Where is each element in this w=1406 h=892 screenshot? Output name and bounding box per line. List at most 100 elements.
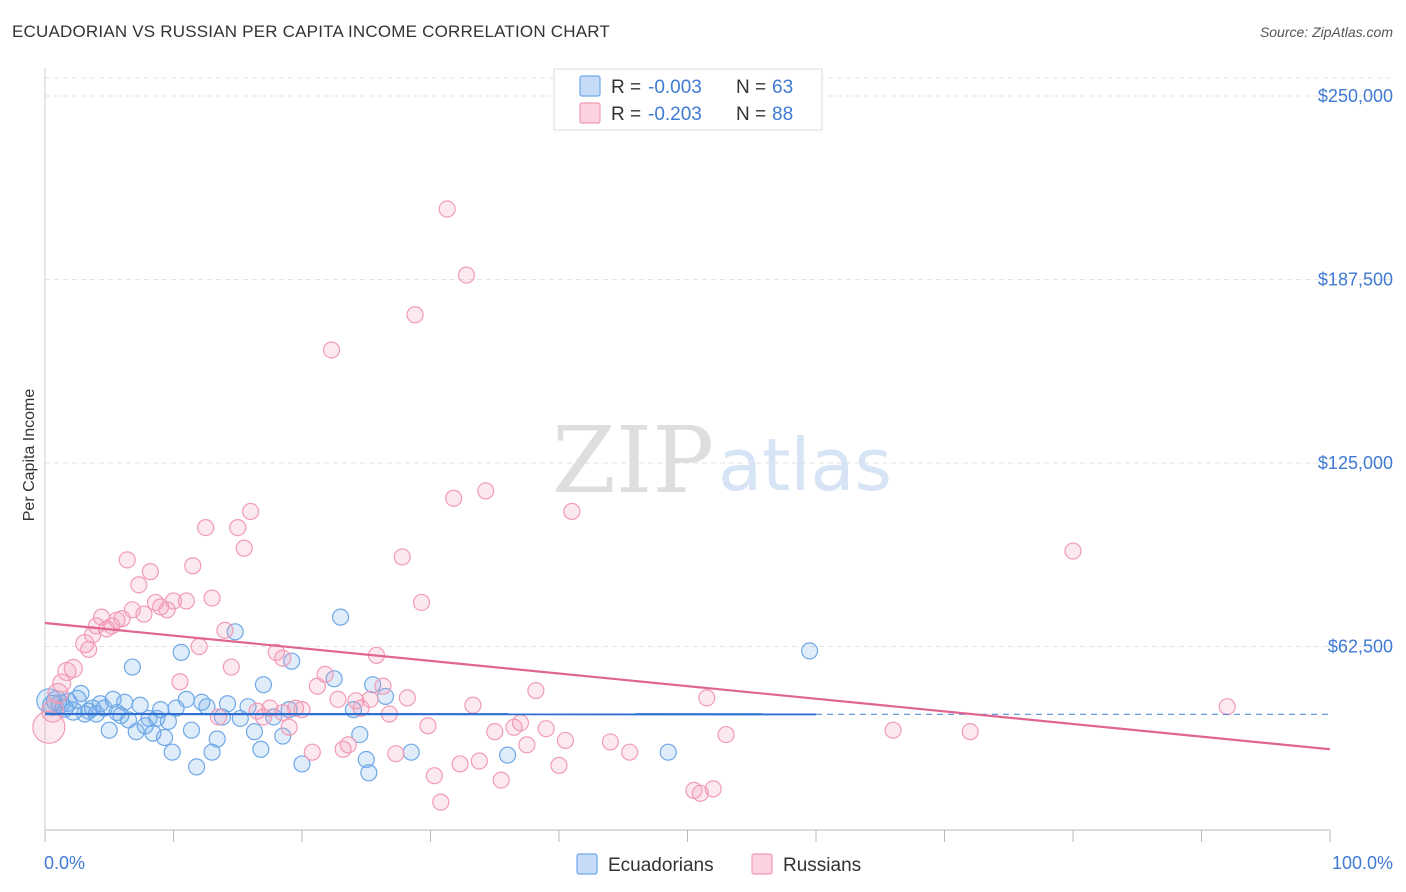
bottom-legend-swatch-ecuadorians — [576, 853, 598, 875]
watermark-zip: ZIP — [552, 407, 714, 514]
ecuadorian-point — [800, 642, 819, 660]
chart-title: ECUADORIAN VS RUSSIAN PER CAPITA INCOME … — [12, 22, 610, 41]
russian-point — [135, 605, 153, 623]
russian-point — [164, 592, 183, 610]
russian-point — [398, 689, 416, 707]
y-tick-labels: $62,500 $125,000 $187,500 $250,000 — [1318, 86, 1393, 657]
trend-lines — [44, 621, 1331, 751]
legend-r-label-0: R = — [611, 77, 641, 98]
ecuadorian-point — [252, 740, 270, 758]
russian-point — [261, 699, 279, 717]
russian-point — [438, 200, 456, 218]
ecuadorian-point — [127, 723, 145, 741]
chart-source: Source: ZipAtlas.com — [1259, 24, 1393, 40]
russian-point — [621, 743, 639, 761]
russian-point — [477, 482, 495, 500]
legend-r-value-1: -0.203 — [648, 104, 702, 125]
russian-point — [267, 643, 285, 661]
russian-point — [280, 718, 298, 736]
ecuadorian-point — [203, 743, 221, 761]
legend-swatch-russians — [579, 102, 601, 124]
y-tick-label: $125,000 — [1318, 453, 1393, 473]
russian-point — [884, 721, 902, 739]
legend-n-label-0: N = — [736, 77, 766, 98]
russian-point — [425, 767, 443, 785]
ecuadorian-point — [218, 695, 237, 713]
russian-point — [303, 743, 321, 761]
russian-point — [432, 793, 450, 811]
x-tick-label-min: 0.0% — [44, 853, 85, 873]
russian-point — [691, 784, 709, 802]
grid-lines — [45, 77, 1395, 647]
russian-point — [171, 673, 189, 691]
ecuadorian-point — [177, 690, 195, 708]
russian-point — [511, 714, 530, 732]
bottom-legend-label-russians: Russians — [783, 855, 861, 876]
russian-point — [406, 306, 424, 324]
russian-point — [537, 720, 555, 738]
russian-point — [184, 557, 202, 575]
russian-point — [209, 708, 228, 726]
russian-point — [550, 756, 568, 775]
ecuadorian-point — [659, 743, 677, 761]
russian-point — [52, 673, 72, 693]
legend-r-label-1: R = — [611, 104, 641, 125]
ecuadorian-point — [325, 670, 343, 688]
ecuadorian-point — [274, 727, 292, 745]
legend-top: R = -0.003 N = 63 R = -0.203 N = 88 — [553, 68, 823, 131]
ecuadorian-point — [357, 750, 375, 769]
russian-point — [704, 780, 722, 798]
russian-point — [203, 589, 221, 607]
y-axis-title: Per Capita Income — [21, 389, 38, 522]
russians-trend-line — [44, 621, 1331, 751]
russian-point — [197, 518, 215, 537]
ecuadorian-point — [182, 721, 201, 739]
russian-point — [235, 539, 253, 557]
ecuadorian-point — [95, 699, 113, 717]
russian-point — [329, 690, 347, 708]
russian-point — [242, 502, 260, 521]
russian-point — [464, 696, 482, 714]
ecuadorian-point — [172, 643, 190, 661]
russian-point — [322, 341, 341, 359]
russian-point — [486, 723, 504, 741]
ecuadorian-point — [163, 743, 181, 761]
ecuadorian-point — [360, 764, 378, 782]
ecuadorian-point — [245, 723, 264, 741]
bottom-legend-swatch-russians — [751, 853, 773, 875]
legend-bottom: Ecuadorians Russians — [576, 853, 861, 876]
legend-r-value-0: -0.003 — [648, 77, 702, 98]
legend-n-label-1: N = — [736, 104, 766, 125]
ecuadorian-point — [499, 746, 517, 764]
legend-n-value-0: 63 — [772, 77, 793, 98]
russian-point — [361, 690, 379, 708]
russian-point — [492, 771, 510, 789]
russian-point — [339, 736, 357, 754]
russian-point — [80, 640, 98, 659]
y-tick-label: $187,500 — [1318, 270, 1393, 290]
russian-point — [451, 755, 469, 773]
russian-point — [387, 745, 405, 763]
russian-point — [190, 637, 208, 656]
russian-point — [527, 681, 545, 700]
russian-point — [229, 518, 247, 537]
russian-point — [374, 677, 392, 695]
ecuadorian-point — [100, 721, 118, 739]
russian-point — [141, 563, 159, 581]
bottom-legend-label-ecuadorians: Ecuadorians — [608, 855, 714, 876]
russian-point — [41, 699, 65, 723]
ecuadorian-point — [72, 684, 90, 703]
ecuadorian-point — [254, 676, 273, 694]
russians-points — [32, 200, 1236, 811]
russian-point — [222, 658, 240, 676]
legend-n-value-1: 88 — [772, 104, 793, 125]
russian-point — [601, 733, 620, 751]
russian-point — [563, 502, 581, 521]
ecuadorian-point — [351, 725, 369, 744]
ecuadorian-point — [123, 658, 141, 676]
russian-point — [274, 649, 292, 667]
russian-point — [961, 723, 979, 741]
russian-point — [177, 592, 195, 610]
y-tick-label: $62,500 — [1328, 637, 1393, 657]
